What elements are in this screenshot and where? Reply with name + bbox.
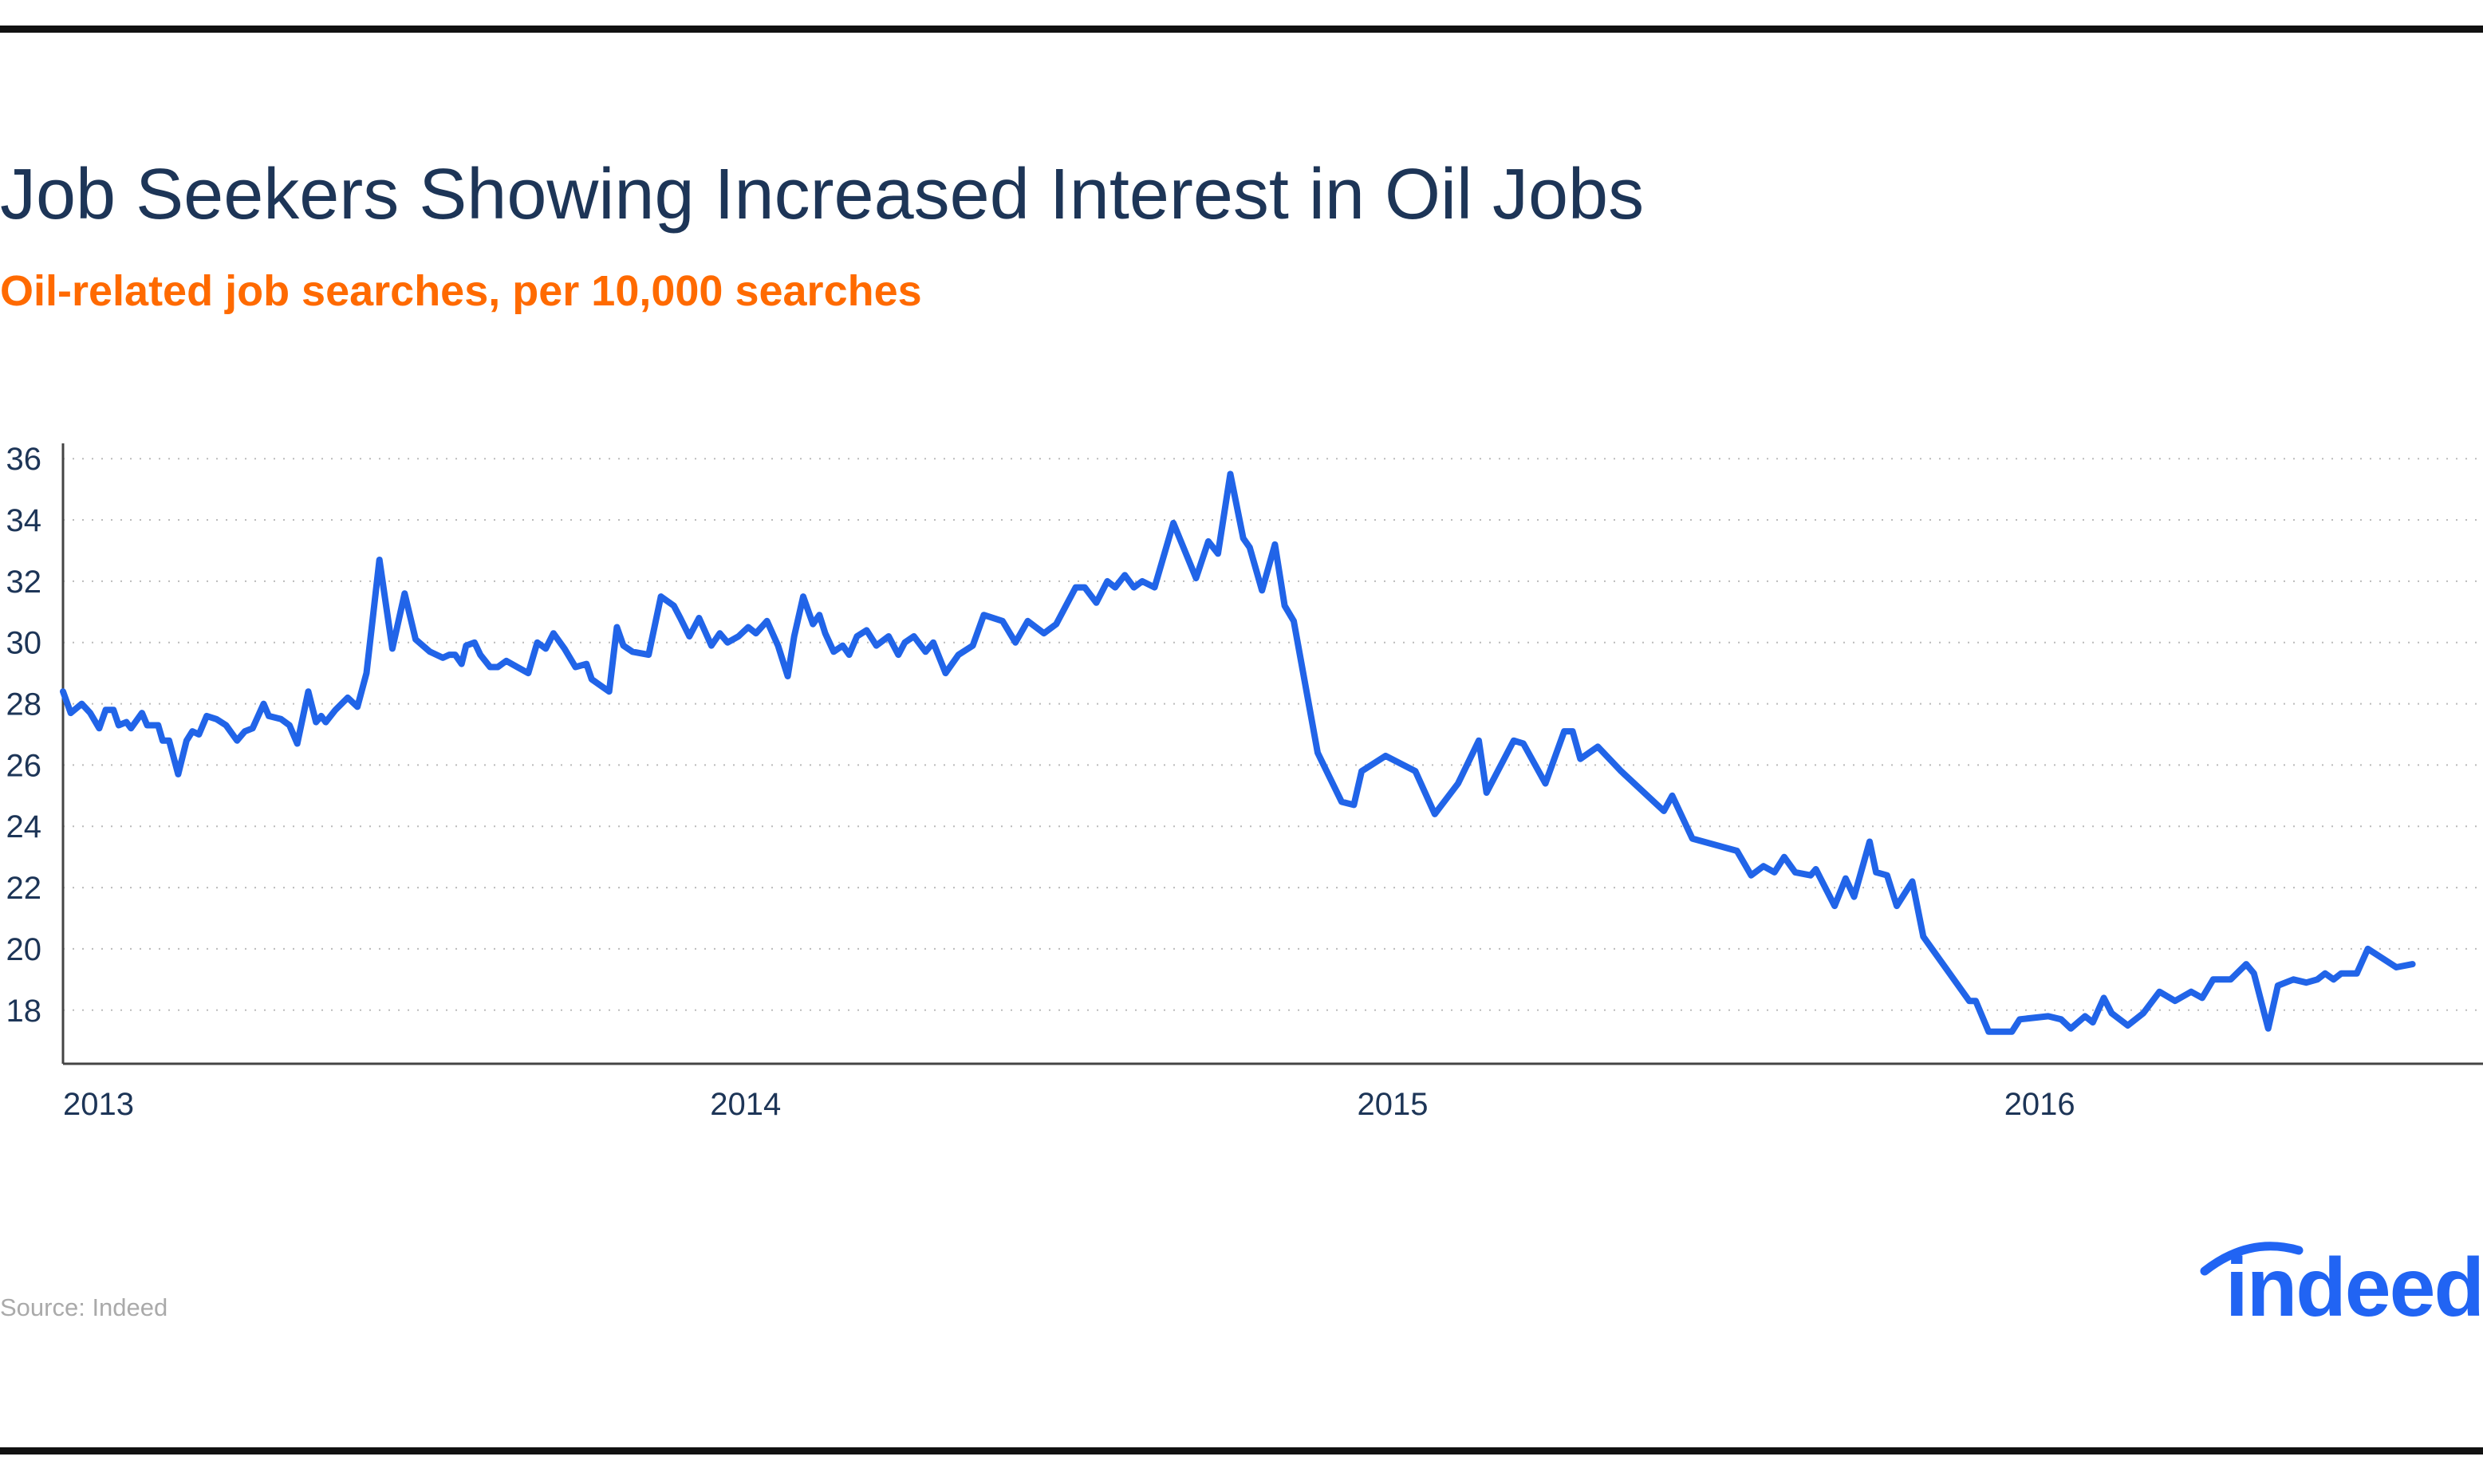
chart-title: Job Seekers Showing Increased Interest i…: [0, 155, 1644, 234]
chart-subtitle: Oil-related job searches, per 10,000 sea…: [0, 267, 922, 315]
bottom-rule: [0, 1447, 2483, 1454]
y-tick-label: 36: [6, 442, 42, 477]
source-note: Source: Indeed: [0, 1293, 168, 1321]
top-rule: [0, 26, 2483, 33]
x-tick-label: 2014: [710, 1087, 781, 1122]
x-tick-label: 2013: [63, 1087, 134, 1122]
x-tick-label: 2016: [2004, 1087, 2075, 1122]
y-tick-label: 24: [6, 809, 42, 844]
logo-arc: [2200, 1242, 2304, 1276]
y-tick-label: 22: [6, 871, 42, 906]
y-tick-label: 34: [6, 503, 42, 538]
y-tick-label: 28: [6, 687, 42, 722]
y-tick-label: 30: [6, 626, 42, 661]
y-tick-label: 18: [6, 994, 42, 1029]
x-tick-label: 2015: [1357, 1087, 1428, 1122]
y-tick-label: 20: [6, 932, 42, 967]
data-line: [60, 470, 2416, 1035]
y-tick-label: 26: [6, 748, 42, 783]
logo: indeed: [2225, 1242, 2483, 1334]
y-tick-label: 32: [6, 565, 42, 600]
